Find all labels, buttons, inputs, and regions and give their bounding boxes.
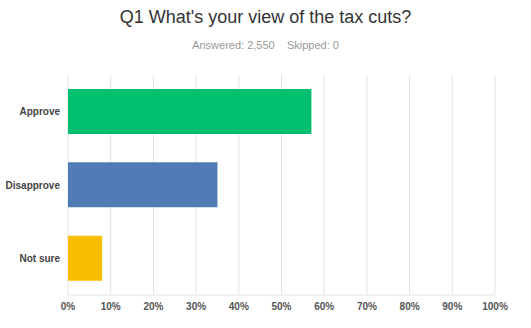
svg-text:50%: 50%	[271, 301, 291, 312]
html-text:Answered: 2,550 Skipped: 0: Answered: 2,550 Skipped: 0	[192, 39, 339, 51]
svg-text:20%: 20%	[143, 301, 163, 312]
svg-text:Approve: Approve	[19, 106, 60, 117]
svg-text:70%: 70%	[357, 301, 377, 312]
svg-text:0%: 0%	[61, 301, 76, 312]
svg-text:90%: 90%	[442, 301, 462, 312]
svg-text:30%: 30%	[186, 301, 206, 312]
svg-text:60%: 60%	[314, 301, 334, 312]
svg-text:Not sure: Not sure	[19, 253, 60, 264]
svg-text:40%: 40%	[229, 301, 249, 312]
svg-text:10%: 10%	[101, 301, 121, 312]
html-text:Q1 What's your view of the tax: Q1 What's your view of the tax cuts?	[119, 7, 412, 27]
svg-text:Disapprove: Disapprove	[8, 180, 60, 191]
svg-text:100%: 100%	[482, 301, 508, 312]
svg-text:80%: 80%	[400, 301, 420, 312]
